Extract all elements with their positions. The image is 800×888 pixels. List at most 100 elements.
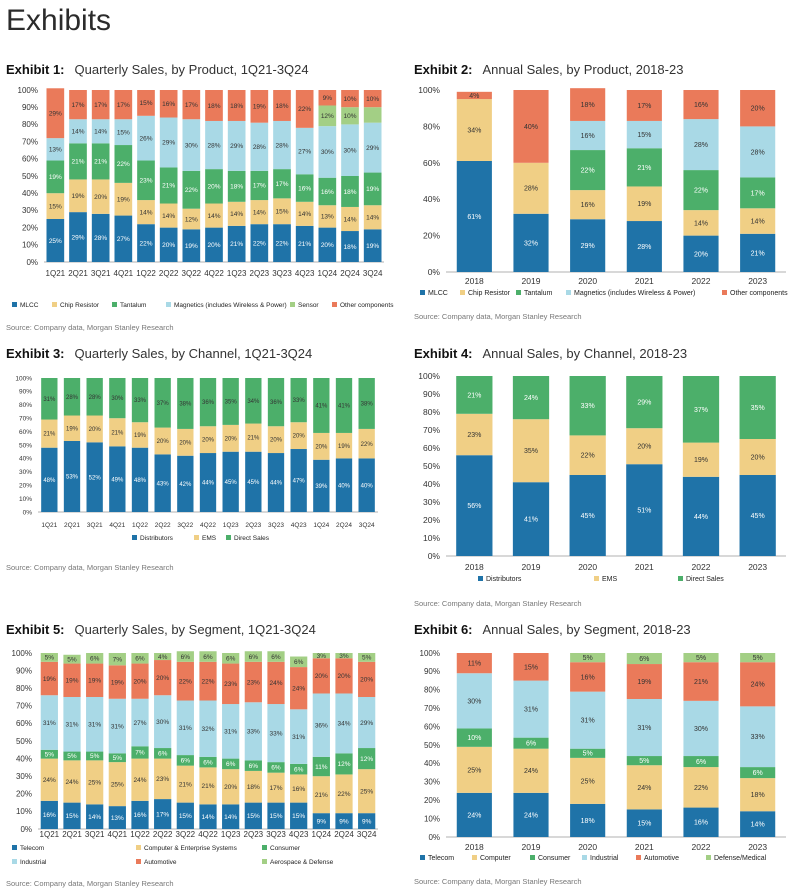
bar-aerospace-defense <box>199 651 217 662</box>
bar-automotive <box>740 662 776 707</box>
legend-swatch <box>594 576 599 581</box>
data-label: 24% <box>65 779 78 786</box>
exhibit-5-number: Exhibit 5: <box>6 622 65 637</box>
bar-mlcc <box>740 233 776 272</box>
y-tick-label: 80% <box>16 684 32 693</box>
y-tick-label: 50% <box>423 461 440 471</box>
data-label: 44% <box>270 481 283 487</box>
data-label: 10% <box>366 96 379 103</box>
category-label: 1Q23 <box>227 269 247 278</box>
legend-label: Consumer <box>270 845 301 852</box>
y-tick-label: 40% <box>423 194 440 204</box>
bar-ems <box>569 435 606 475</box>
legend-swatch <box>516 290 521 295</box>
data-label: 33% <box>751 734 765 741</box>
category-label: 1Q24 <box>312 830 332 839</box>
bar-aerospace-defense <box>154 653 172 661</box>
bar-computer-enterprise-systems <box>131 758 149 801</box>
exhibit-5-source: Source: Company data, Morgan Stanley Res… <box>6 879 174 888</box>
y-tick-label: 60% <box>19 429 32 436</box>
data-label: 22% <box>337 791 350 798</box>
bar-consumer <box>267 762 285 773</box>
category-label: 2Q22 <box>153 830 173 839</box>
exhibit-4-source: Source: Company data, Morgan Stanley Res… <box>414 599 582 608</box>
bar-computer-enterprise-systems <box>244 770 262 803</box>
bar-industrial <box>456 673 492 729</box>
legend-swatch <box>332 302 337 307</box>
y-tick-label: 30% <box>22 206 38 215</box>
data-label: 18% <box>247 784 260 791</box>
bar-distributors <box>154 454 171 512</box>
bar-consumer <box>626 756 662 766</box>
data-label: 6% <box>639 656 649 663</box>
data-label: 15% <box>292 813 305 820</box>
data-label: 20% <box>315 444 328 450</box>
data-label: 20% <box>751 106 765 113</box>
category-label: 2020 <box>578 562 597 572</box>
data-label: 17% <box>71 102 84 109</box>
category-label: 1Q21 <box>41 522 57 529</box>
category-label: 2020 <box>578 276 597 286</box>
bar-consumer <box>222 758 240 770</box>
bar-magnetics-includes-wireless-power <box>205 120 223 170</box>
bar-direct-sales <box>199 378 217 427</box>
data-label: 9% <box>323 95 333 102</box>
data-label: 18% <box>343 244 356 251</box>
bar-mlcc <box>182 229 201 262</box>
data-label: 19% <box>88 678 101 685</box>
category-label: 4Q21 <box>114 269 134 278</box>
category-label: 2018 <box>465 562 484 572</box>
data-label: 32% <box>524 240 538 247</box>
bar-magnetics-includes-wireless-power <box>46 138 65 161</box>
data-label: 21% <box>637 165 651 172</box>
bar-distributors <box>739 475 776 556</box>
bar-chip-resistor <box>295 201 314 226</box>
bar-mlcc <box>626 221 662 272</box>
data-label: 6% <box>203 654 213 661</box>
bar-magnetics-includes-wireless-power <box>159 117 178 168</box>
bar-automotive <box>154 660 172 696</box>
bar-distributors <box>131 447 149 512</box>
bar-computer-enterprise-systems <box>199 767 217 805</box>
data-label: 34% <box>337 721 350 728</box>
legend-swatch <box>166 302 171 307</box>
bar-other-components <box>570 88 606 121</box>
legend-swatch <box>132 535 137 540</box>
legend-swatch <box>226 535 231 540</box>
legend-label: Industrial <box>20 859 47 866</box>
legend-label: Computer <box>480 855 511 862</box>
data-label: 18% <box>207 103 220 110</box>
legend-label: Chip Resistor <box>60 302 100 309</box>
data-label: 22% <box>361 442 374 448</box>
y-tick-label: 20% <box>424 796 440 805</box>
data-label: 16% <box>43 812 56 819</box>
data-label: 13% <box>321 214 334 221</box>
exhibit-3-source: Source: Company data, Morgan Stanley Res… <box>6 563 174 572</box>
data-label: 17% <box>156 811 169 818</box>
y-tick-label: 100% <box>418 371 440 381</box>
exhibit-6-chart: 0% 10% 20% 30% 40% 50% 60% 70% 80% 90% 100% 24% 25% 1… <box>420 649 786 862</box>
bar-automotive <box>626 664 662 699</box>
data-label: 21% <box>247 436 260 442</box>
legend-swatch <box>530 855 535 860</box>
bar-telecom <box>740 811 776 837</box>
bar-mlcc <box>205 227 223 262</box>
bar-distributors <box>682 476 720 556</box>
category-label: 2Q21 <box>68 269 88 278</box>
y-tick-label: 100% <box>18 86 38 95</box>
data-label: 29% <box>360 720 373 727</box>
data-label: 22% <box>298 106 311 113</box>
bar-automotive <box>570 662 606 692</box>
data-label: 10% <box>343 113 356 120</box>
y-tick-label: 20% <box>16 790 32 799</box>
y-tick-label: 20% <box>423 231 440 241</box>
data-label: 43% <box>157 481 170 487</box>
legend-label: Sensor <box>298 302 319 309</box>
category-label: 2023 <box>748 562 767 572</box>
legend-swatch <box>136 859 141 864</box>
bar-computer-enterprise-systems <box>108 762 126 807</box>
bar-automotive <box>335 658 353 694</box>
category-label: 3Q21 <box>91 269 111 278</box>
bar-consumer <box>154 748 172 759</box>
data-label: 21% <box>467 392 481 399</box>
